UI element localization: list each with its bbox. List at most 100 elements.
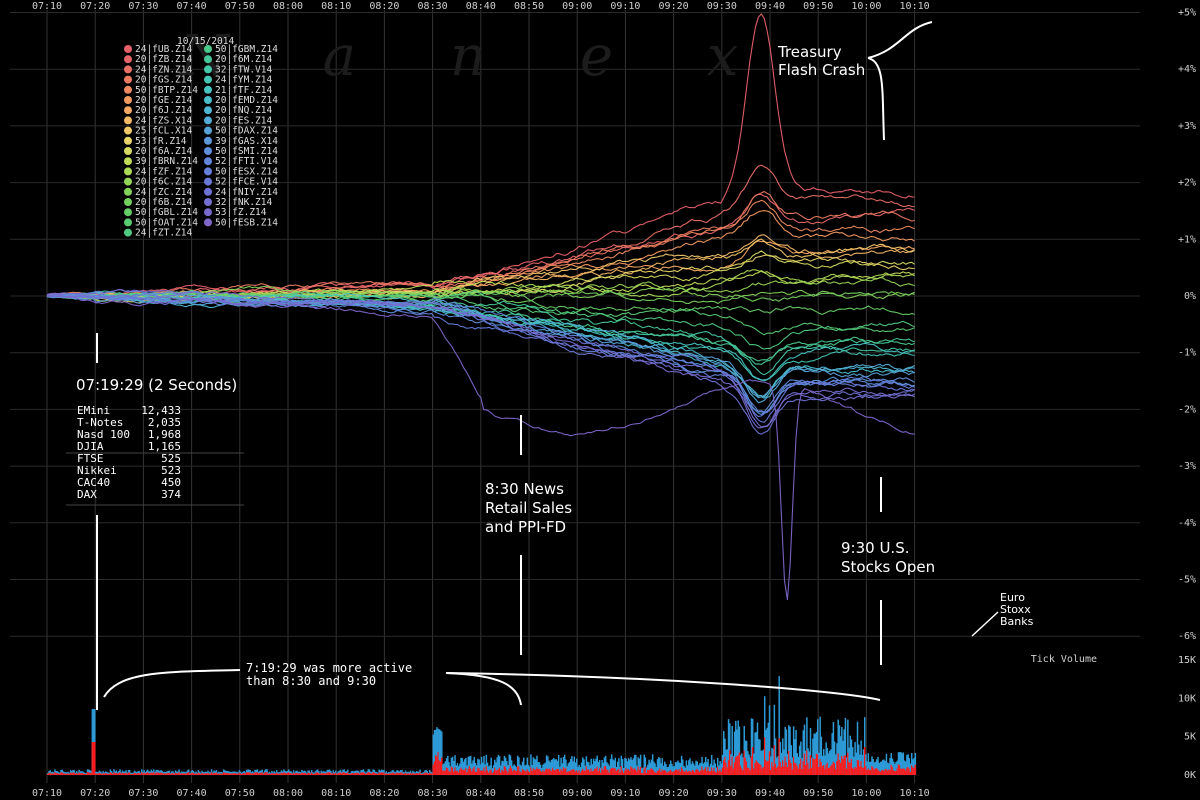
volume-bar-red xyxy=(618,768,620,775)
volume-bar-red xyxy=(525,771,527,775)
volume-bar-red xyxy=(283,772,285,775)
volume-bar-red xyxy=(281,773,284,775)
volume-bar xyxy=(698,763,701,775)
volume-bar xyxy=(666,766,668,775)
volume-bar-red xyxy=(375,773,378,775)
volume-bar-red xyxy=(51,773,54,775)
volume-bar-red xyxy=(800,758,802,775)
x-tick-label-top: 09:10 xyxy=(610,1,640,12)
volume-bar-red xyxy=(513,769,515,775)
volume-bar xyxy=(400,770,402,775)
volume-bar xyxy=(181,771,184,775)
volume-bar xyxy=(862,749,865,775)
volume-bar-red xyxy=(835,769,837,775)
volume-axis-label: Tick Volume xyxy=(1031,654,1097,665)
volume-bar-red xyxy=(195,773,197,775)
volume-bar-red xyxy=(328,772,331,775)
volume-bar xyxy=(715,767,718,775)
volume-bar-red xyxy=(289,773,291,775)
volume-bar xyxy=(641,767,643,775)
volume-bar-red xyxy=(710,767,713,775)
volume-bar-red xyxy=(560,768,562,775)
volume-bar xyxy=(577,766,579,775)
volume-bar-red xyxy=(601,768,603,775)
x-tick-label-bottom: 07:20 xyxy=(80,788,110,799)
volume-bar-red xyxy=(189,774,191,775)
volume-bar-red xyxy=(573,769,576,775)
volume-bar-red xyxy=(886,770,889,775)
volume-bar-red xyxy=(641,772,643,775)
volume-bar-red xyxy=(530,767,532,775)
volume-bar-red xyxy=(59,773,61,775)
volume-bar xyxy=(863,717,866,775)
volume-bar xyxy=(320,770,323,775)
volume-bar-red xyxy=(902,768,905,775)
volume-bar xyxy=(742,757,744,775)
volume-bar-red xyxy=(515,771,518,775)
volume-bar-red xyxy=(107,773,109,775)
volume-bar-red xyxy=(174,772,177,775)
volume-bar-red xyxy=(136,773,138,775)
volume-bar xyxy=(753,753,755,775)
volume-bar-red xyxy=(237,773,239,775)
legend-entry: 50|fDAX.Z14 xyxy=(215,126,278,137)
volume-bar xyxy=(774,738,777,775)
volume-bar-red xyxy=(755,760,758,775)
volume-bar xyxy=(442,764,444,775)
volume-bar-red xyxy=(484,771,486,775)
volume-bar xyxy=(872,758,874,775)
volume-bar xyxy=(847,719,849,775)
volume-bar xyxy=(739,755,742,775)
volume-bar-red xyxy=(660,771,662,775)
volume-bar xyxy=(538,762,541,775)
x-tick-label-bottom: 07:30 xyxy=(128,788,158,799)
volume-bar-red xyxy=(128,772,131,775)
volume-bar-red xyxy=(656,770,659,775)
y-tick-label: +3% xyxy=(1178,121,1196,132)
volume-bar xyxy=(265,769,267,775)
volume-bar-red xyxy=(545,768,548,775)
volume-bar xyxy=(243,771,245,775)
volume-bar-red xyxy=(162,773,165,775)
volume-bar-red xyxy=(373,772,376,775)
volume-bar-red xyxy=(55,773,57,775)
volume-bar xyxy=(755,731,758,775)
volume-bar xyxy=(179,772,182,775)
volume-bar-red xyxy=(583,770,585,775)
volume-bar xyxy=(713,759,715,775)
volume-bar-red xyxy=(127,772,130,775)
volume-bar xyxy=(616,761,619,775)
volume-bar-red xyxy=(760,765,762,775)
volume-bar-red xyxy=(682,769,684,775)
volume-bar-red xyxy=(341,773,343,775)
volume-bar-red xyxy=(720,771,723,775)
volume-bar-red xyxy=(210,772,213,775)
volume-bar-red xyxy=(594,768,596,775)
volume-bar xyxy=(829,750,831,775)
volume-bar-red xyxy=(706,770,708,775)
volume-bar-red xyxy=(763,737,766,775)
volume-bar-red xyxy=(200,773,202,775)
volume-bar-red xyxy=(584,770,586,775)
volume-bar xyxy=(878,763,880,775)
volume-bar-red xyxy=(150,772,153,775)
volume-bar-red xyxy=(301,772,303,775)
volume-bar xyxy=(671,763,673,775)
y-tick-label: +4% xyxy=(1178,64,1196,75)
volume-bar xyxy=(738,726,741,775)
volume-bar-red xyxy=(482,770,484,775)
volume-bar xyxy=(496,757,498,775)
volume-bar-red xyxy=(392,772,395,775)
volume-bar-red xyxy=(389,773,391,775)
volume-bar-red xyxy=(204,773,207,775)
legend-marker xyxy=(204,208,212,217)
x-tick-label-top: 08:20 xyxy=(369,1,399,12)
volume-bar-red xyxy=(224,772,226,775)
x-tick-label-top: 08:50 xyxy=(514,1,544,12)
volume-bar-red xyxy=(785,762,788,775)
volume-bar xyxy=(539,764,542,775)
volume-bar-red xyxy=(101,773,103,775)
volume-bar xyxy=(549,762,551,775)
volume-bar xyxy=(521,761,524,775)
